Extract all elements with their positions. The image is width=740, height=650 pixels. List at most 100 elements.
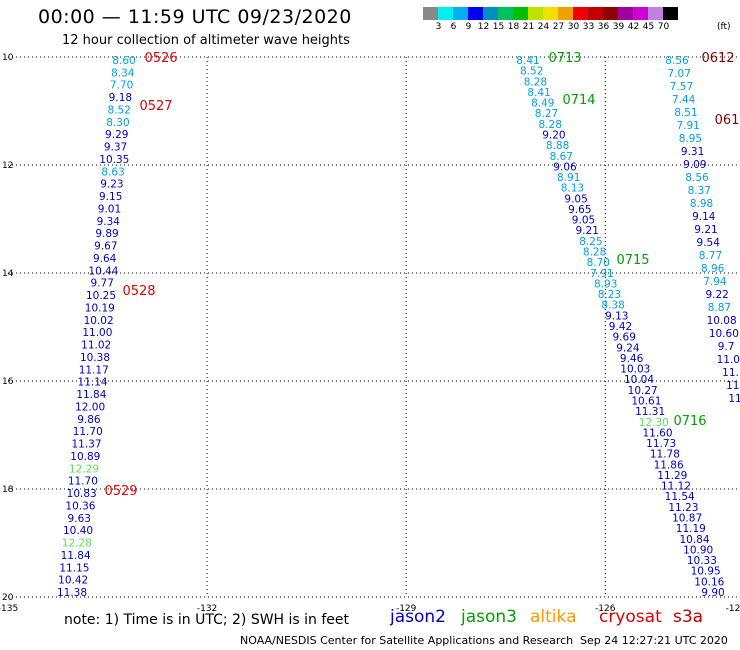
- swh-value: 7.91: [676, 120, 699, 132]
- swh-value: 8.60: [112, 55, 135, 67]
- swh-value: 8.95: [679, 133, 702, 145]
- swh-value: 8.23: [598, 289, 621, 301]
- swh-value: 9.23: [100, 179, 123, 191]
- swh-value: 8.88: [546, 140, 569, 152]
- swh-value: 10.36: [65, 500, 95, 512]
- color-scale-labels: 3 6 9 12 15 18 21 24 27 30 33 36 39 42 45 70: [423, 22, 740, 34]
- x-tick-label: -135: [0, 604, 18, 614]
- swh-value: 7.70: [110, 80, 133, 92]
- color-swatch: [573, 7, 588, 20]
- swh-value: 10.95: [691, 566, 721, 578]
- swh-value: 11.0: [717, 354, 740, 366]
- color-scale-label: 9: [465, 22, 472, 32]
- color-scale-label: 6: [450, 22, 457, 32]
- swh-value: 8.93: [594, 278, 617, 290]
- color-scale-label: 45: [642, 22, 655, 32]
- swh-value: 9.46: [620, 353, 644, 365]
- swh-value: 10.44: [88, 265, 118, 277]
- color-scale-label: 27: [552, 22, 565, 32]
- swh-value: 9.69: [613, 332, 636, 344]
- swh-value: 10.19: [85, 302, 115, 314]
- swh-value: 12.00: [75, 401, 105, 413]
- swh-value: 11.15: [59, 562, 89, 574]
- swh-value: 9.14: [692, 211, 716, 223]
- color-scale-label: 39: [612, 22, 625, 32]
- swh-value: 10.08: [707, 315, 737, 327]
- color-swatch: [618, 7, 633, 20]
- y-tick-label: 12: [2, 161, 13, 171]
- color-swatch: [498, 7, 513, 20]
- color-swatch: [528, 7, 543, 20]
- color-scale-label: 70: [657, 22, 670, 32]
- swh-value: 11.02: [81, 340, 111, 352]
- y-tick-label: 16: [2, 377, 14, 387]
- color-swatch: [603, 7, 618, 20]
- pass-time-label: 0528: [122, 284, 155, 299]
- swh-value: 9.24: [616, 342, 640, 354]
- swh-value: 10.89: [70, 451, 100, 463]
- swh-value: 10.87: [672, 513, 702, 525]
- swh-value: 9.22: [705, 289, 728, 301]
- pass-time-label: 0713: [548, 51, 581, 66]
- color-scale-bar: [423, 7, 678, 20]
- y-tick-label: 14: [2, 269, 14, 279]
- swh-value: 11: [726, 380, 739, 392]
- y-tick-label: 20: [2, 593, 14, 603]
- x-tick-label: -126: [595, 604, 616, 614]
- pass-time-labels: 0526 0527 0528 0529 0713 0714 0715 0716 0612 061: [104, 51, 739, 499]
- swh-value: 8.28: [539, 119, 562, 131]
- swh-value: 10.25: [86, 290, 116, 302]
- swh-value: 11.17: [79, 364, 109, 376]
- x-tick-label: -132: [197, 604, 217, 614]
- swh-value: 11.19: [676, 523, 706, 535]
- swh-value: 12.30: [639, 417, 669, 429]
- pass-time-label: 0715: [616, 253, 649, 268]
- swh-value: 9.06: [553, 161, 577, 173]
- swh-value: 8.56: [665, 55, 689, 67]
- swh-value: 10.38: [80, 352, 110, 364]
- color-swatch: [423, 7, 438, 20]
- swh-value: 10.02: [84, 315, 114, 327]
- swh-value: 11.: [722, 367, 739, 379]
- pass-time-label: 0527: [139, 99, 172, 114]
- legend-cryosat: cryosat: [599, 607, 662, 627]
- swh-value: 10.84: [679, 534, 709, 546]
- swh-value: 12.29: [69, 463, 99, 475]
- swh-value: 9.90: [701, 587, 724, 599]
- swh-value: 10.61: [631, 395, 661, 407]
- swh-value: 8.77: [699, 250, 722, 262]
- swh-value: 7.94: [703, 276, 727, 288]
- pass-time-label: 0612: [701, 51, 734, 66]
- swh-value: 9.01: [98, 203, 121, 215]
- swh-value: 9.64: [93, 253, 117, 265]
- swh-value: 8.38: [601, 300, 624, 312]
- swh-value: 8.67: [550, 151, 573, 163]
- swh-value: 8.13: [561, 183, 584, 195]
- color-scale-label: 36: [597, 22, 610, 32]
- swh-value: 9.37: [104, 142, 127, 154]
- color-swatch: [588, 7, 603, 20]
- chart-title: 00:00 — 11:59 UTC 09/23/2020: [38, 6, 352, 28]
- swh-value: 8.52: [520, 66, 543, 78]
- swh-value: 8.51: [674, 107, 697, 119]
- swh-value: 7.57: [670, 81, 693, 93]
- swh-value: 9.20: [542, 129, 565, 141]
- legend-jason2: jason2: [390, 607, 446, 627]
- pass-time-label: 0526: [144, 51, 177, 66]
- swh-value: 8.28: [583, 247, 606, 259]
- color-swatch: [633, 7, 648, 20]
- swh-value: 8.37: [688, 185, 711, 197]
- color-swatch: [453, 7, 468, 20]
- swh-value: 11.23: [668, 502, 698, 514]
- color-scale-label: 15: [492, 22, 505, 32]
- swh-value: 9.77: [91, 278, 114, 290]
- swh-value: 11.14: [78, 377, 108, 389]
- swh-value: 9.21: [576, 225, 599, 237]
- swh-value: 11.73: [646, 438, 676, 450]
- swh-value: 9.21: [694, 224, 717, 236]
- swh-value: 8.56: [685, 172, 709, 184]
- footer-credit: NOAA/NESDIS Center for Satellite Applica…: [240, 634, 574, 647]
- swh-value: 11.37: [71, 439, 101, 451]
- swh-value: 8.96: [701, 263, 725, 275]
